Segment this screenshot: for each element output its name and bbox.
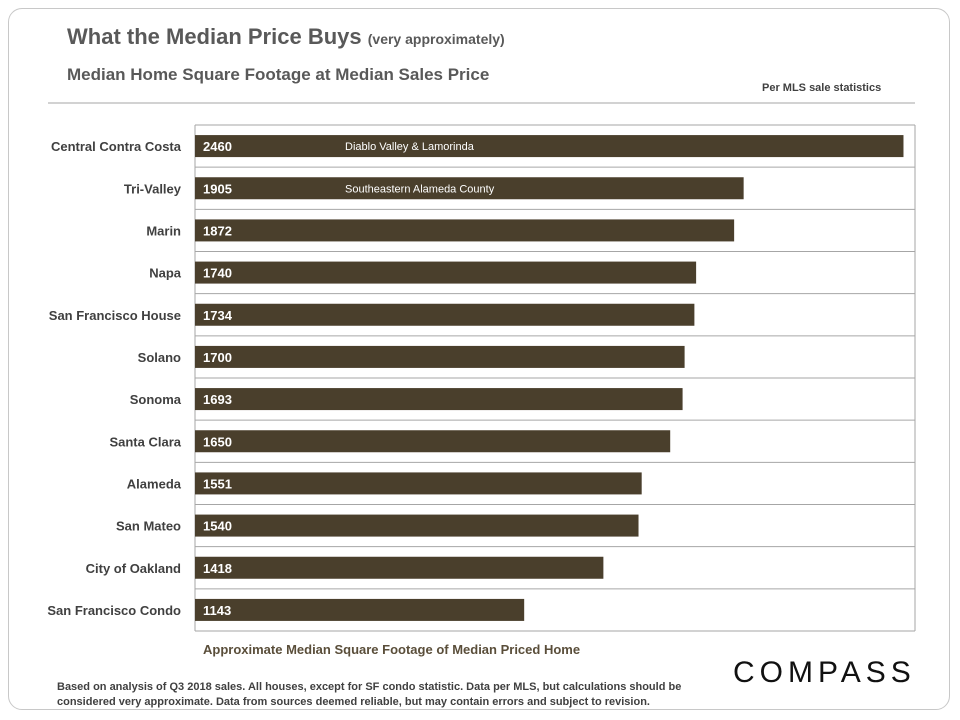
page-title: What the Median Price Buys (very approxi… bbox=[67, 24, 505, 50]
data-label: 1551 bbox=[203, 476, 232, 491]
bar bbox=[195, 598, 525, 621]
data-label: 1650 bbox=[203, 434, 232, 449]
compass-logo: COMPASS bbox=[733, 656, 916, 689]
bar bbox=[195, 430, 671, 453]
bar bbox=[195, 135, 904, 158]
bar bbox=[195, 303, 695, 326]
data-label: 1418 bbox=[203, 561, 232, 576]
data-label: 1734 bbox=[203, 308, 233, 323]
x-axis-label: Approximate Median Square Footage of Med… bbox=[203, 642, 581, 657]
chart-subtitle: Median Home Square Footage at Median Sal… bbox=[67, 65, 490, 84]
bar-annotation: Diablo Valley & Lamorinda bbox=[345, 141, 475, 153]
bar bbox=[195, 388, 683, 411]
category-label: Tri-Valley bbox=[124, 181, 182, 196]
category-label: Napa bbox=[149, 266, 182, 281]
data-label: 1143 bbox=[203, 603, 231, 618]
source-note: Per MLS sale statistics bbox=[762, 82, 882, 94]
bar bbox=[195, 345, 685, 368]
bar bbox=[195, 472, 642, 495]
category-label: City of Oakland bbox=[86, 561, 181, 576]
category-label: Solano bbox=[138, 350, 181, 365]
data-label: 2460 bbox=[203, 139, 232, 154]
data-label: 1540 bbox=[203, 519, 232, 534]
category-label: Marin bbox=[146, 223, 181, 238]
bar bbox=[195, 556, 604, 579]
bar bbox=[195, 261, 697, 284]
category-label: San Mateo bbox=[116, 519, 181, 534]
title-text: What the Median Price Buys bbox=[67, 24, 362, 49]
bar bbox=[195, 177, 744, 200]
data-label: 1693 bbox=[203, 392, 232, 407]
bar bbox=[195, 514, 639, 537]
category-label: Santa Clara bbox=[109, 434, 181, 449]
category-label: San Francisco House bbox=[49, 308, 181, 323]
data-label: 1905 bbox=[203, 181, 232, 196]
data-label: 1872 bbox=[203, 223, 232, 238]
data-label: 1700 bbox=[203, 350, 232, 365]
bar bbox=[195, 219, 735, 242]
category-label: San Francisco Condo bbox=[47, 603, 181, 618]
category-label: Alameda bbox=[127, 476, 182, 491]
data-label: 1740 bbox=[203, 266, 232, 281]
bar-annotation: Southeastern Alameda County bbox=[345, 183, 495, 195]
title-note: (very approximately) bbox=[367, 31, 505, 47]
category-label: Central Contra Costa bbox=[51, 139, 182, 154]
category-label: Sonoma bbox=[130, 392, 182, 407]
footnote: Based on analysis of Q3 2018 sales. All … bbox=[57, 681, 682, 708]
